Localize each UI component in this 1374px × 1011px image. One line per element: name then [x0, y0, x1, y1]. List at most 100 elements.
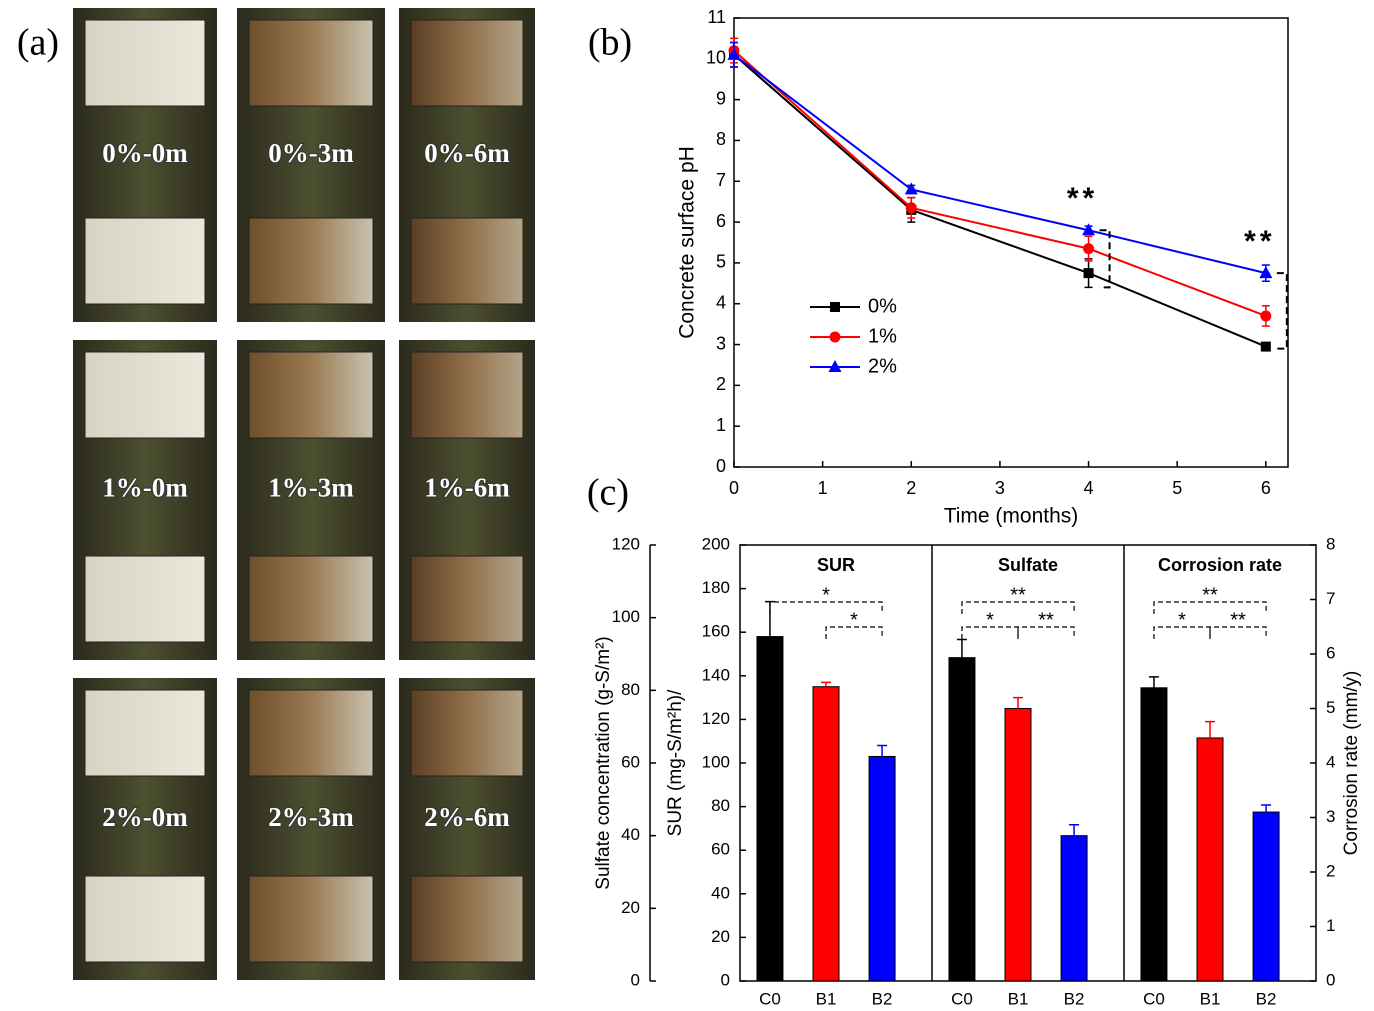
significance-label: * [1178, 609, 1186, 631]
group-title: Sulfate [998, 555, 1058, 575]
concrete-block [84, 555, 206, 643]
y-tick-label: 3 [1326, 807, 1335, 826]
legend-marker [830, 302, 840, 312]
panel-label: (a) [17, 22, 59, 64]
x-tick-label: 5 [1172, 478, 1182, 498]
concrete-block [84, 19, 206, 107]
y-tick-label: 3 [716, 333, 726, 353]
marker [1260, 310, 1272, 322]
significance-label: ** [1202, 584, 1218, 606]
x-tick-label: 6 [1261, 478, 1271, 498]
photo-label: 2%-0m [102, 802, 188, 832]
marker [904, 182, 918, 195]
marker [727, 47, 741, 60]
y-tick-label: 40 [621, 825, 640, 844]
y-tick-label: 200 [702, 534, 730, 553]
y-axis-label: Concrete surface pH [676, 146, 699, 339]
concrete-block [410, 555, 524, 643]
photo-label: 2%-3m [268, 802, 354, 832]
concrete-block [84, 217, 206, 305]
concrete-block [410, 217, 524, 305]
y-tick-label: 2 [716, 374, 726, 394]
y-tick-label: 120 [702, 709, 730, 728]
marker [1082, 223, 1096, 236]
bar [812, 686, 840, 982]
x-tick-label: C0 [951, 989, 973, 1008]
x-tick-label: 2 [906, 478, 916, 498]
significance-bracket [825, 626, 883, 639]
concrete-block [248, 689, 374, 777]
y-tick-label: 6 [1326, 643, 1335, 662]
error-bar [1261, 804, 1272, 813]
concrete-block [410, 19, 524, 107]
legend-label: 1% [868, 325, 897, 347]
y-tick-label: 8 [716, 129, 726, 149]
concrete-block [248, 19, 374, 107]
y-tick-label: 120 [612, 534, 640, 553]
marker [1260, 341, 1271, 352]
significance-label: * [850, 609, 858, 631]
series-line [733, 53, 1267, 348]
y-tick-label: 8 [1326, 534, 1335, 553]
significance-bracket [769, 601, 883, 614]
error-bar [1148, 676, 1159, 688]
error-bar [956, 638, 967, 658]
error-bar [877, 744, 888, 757]
y-tick-label: 60 [711, 840, 730, 859]
concrete-block [248, 351, 374, 439]
y-tick-label: 9 [716, 88, 726, 108]
x-tick-label: B1 [1200, 989, 1221, 1008]
marker [905, 202, 917, 214]
concrete-block [410, 689, 524, 777]
bar [1004, 708, 1032, 982]
group-title: SUR [817, 555, 855, 575]
significance-bracket [1153, 626, 1211, 639]
photo-label: 1%-6m [424, 473, 510, 503]
marker [1083, 268, 1094, 279]
bar [1140, 687, 1168, 982]
significance-bracket [1276, 272, 1288, 350]
y-tick-label: 40 [711, 883, 730, 902]
legend-label: 2% [868, 355, 897, 377]
bar [948, 657, 976, 982]
y-tick-label: 80 [711, 796, 730, 815]
marker [1259, 266, 1273, 279]
x-tick-label: C0 [1143, 989, 1165, 1008]
error-bar [821, 681, 832, 687]
y-tick-label: 100 [702, 752, 730, 771]
significance-bracket [1153, 601, 1267, 614]
x-tick-label: 1 [818, 478, 828, 498]
x-axis-label: Time (months) [944, 505, 1079, 528]
legend-marker [828, 360, 842, 372]
significance-label: ** [1067, 182, 1098, 215]
x-tick-label: B2 [1064, 989, 1085, 1008]
concrete-block [84, 351, 206, 439]
photo-label: 0%-6m [424, 138, 510, 168]
bar [1060, 835, 1088, 982]
significance-label: ** [1244, 225, 1275, 258]
y-tick-label: 7 [1326, 589, 1335, 608]
x-tick-label: B2 [1256, 989, 1277, 1008]
photo-label: 0%-0m [102, 138, 188, 168]
photo-label: 1%-0m [102, 473, 188, 503]
photo-label: 0%-3m [268, 138, 354, 168]
y-tick-label: 180 [702, 578, 730, 597]
error-bar [1013, 696, 1024, 709]
series-line [733, 53, 1267, 275]
concrete-block [410, 351, 524, 439]
bar [1252, 811, 1280, 982]
x-tick-label: C0 [759, 989, 781, 1008]
y-tick-label: 20 [621, 898, 640, 917]
y-tick-label: 0 [721, 970, 730, 989]
y-tick-label: 7 [716, 170, 726, 190]
group-title: Corrosion rate [1158, 555, 1282, 575]
x-tick-label: B2 [872, 989, 893, 1008]
x-tick-label: 0 [729, 478, 739, 498]
y-tick-label: 80 [621, 680, 640, 699]
significance-bracket [1017, 626, 1075, 639]
significance-label: * [986, 609, 994, 631]
x-tick-label: 3 [995, 478, 1005, 498]
x-tick-label: B1 [1008, 989, 1029, 1008]
bar [756, 636, 784, 982]
significance-label: ** [1010, 584, 1026, 606]
